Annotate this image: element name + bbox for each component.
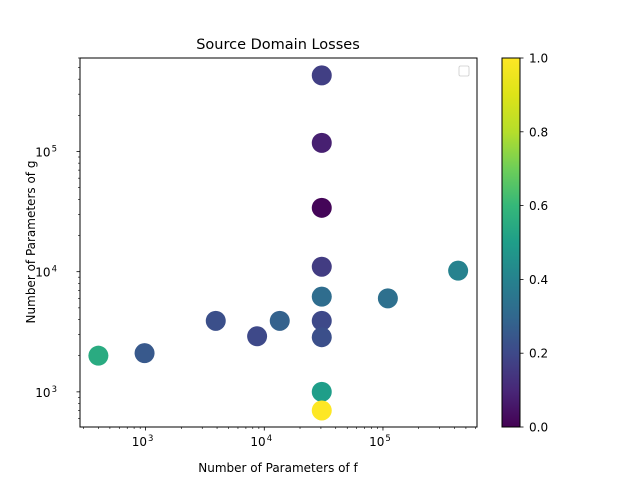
scatter-point bbox=[88, 345, 109, 366]
x-tick-label: 104 bbox=[250, 434, 272, 449]
colorbar-bar bbox=[501, 57, 521, 428]
x-tick-label: 103 bbox=[132, 434, 154, 449]
scatter-point bbox=[448, 260, 469, 281]
scatter-point bbox=[269, 310, 290, 331]
colorbar-tick-label: 0.8 bbox=[529, 125, 548, 139]
x-axis-label: Number of Parameters of f bbox=[198, 461, 358, 475]
y-tick-exponent: 5 bbox=[52, 145, 57, 155]
colorbar: 0.0 0.2 0.4 0.6 0.8 1.0 bbox=[501, 52, 548, 435]
y-tick-label: 104 bbox=[35, 265, 57, 280]
colorbar-ticks: 0.0 0.2 0.4 0.6 0.8 1.0 bbox=[520, 52, 548, 435]
y-axis-label: Number of Parameters of g bbox=[24, 161, 38, 324]
colorbar-tick-label: 0.4 bbox=[529, 273, 548, 287]
legend-box bbox=[458, 65, 470, 77]
scatter-point bbox=[247, 326, 268, 347]
scatter-point bbox=[311, 400, 332, 421]
colorbar-tick-label: 0.6 bbox=[529, 199, 548, 213]
y-tick-exponent: 4 bbox=[52, 265, 57, 275]
scatter-point bbox=[134, 343, 155, 364]
plot-area bbox=[79, 57, 478, 428]
y-tick-exponent: 3 bbox=[52, 385, 57, 395]
x-tick-exponent: 5 bbox=[385, 434, 390, 444]
scatter-point bbox=[311, 197, 332, 218]
y-tick-label: 105 bbox=[35, 145, 57, 160]
x-tick-exponent: 4 bbox=[267, 434, 272, 444]
chart-title: Source Domain Losses bbox=[196, 37, 360, 53]
scatter-point bbox=[311, 132, 332, 153]
y-axis: 103 104 105 bbox=[35, 57, 80, 419]
scatter-points bbox=[88, 65, 469, 421]
scatter-point bbox=[377, 288, 398, 309]
scatter-point bbox=[311, 310, 332, 331]
scatter-point bbox=[311, 286, 332, 307]
x-axis: 103 104 105 bbox=[83, 427, 476, 449]
colorbar-tick-label: 0.0 bbox=[529, 421, 548, 435]
colorbar-tick-label: 0.2 bbox=[529, 347, 548, 361]
scatter-point bbox=[311, 256, 332, 277]
scatter-point bbox=[311, 381, 332, 402]
y-tick-label: 103 bbox=[35, 385, 57, 400]
x-tick-exponent: 3 bbox=[148, 434, 153, 444]
x-tick-label: 105 bbox=[369, 434, 391, 449]
scatter-point bbox=[311, 65, 332, 86]
colorbar-tick-label: 1.0 bbox=[529, 52, 548, 66]
scatter-point bbox=[205, 310, 226, 331]
plot-frame bbox=[79, 57, 478, 428]
scatter-point bbox=[311, 327, 332, 348]
